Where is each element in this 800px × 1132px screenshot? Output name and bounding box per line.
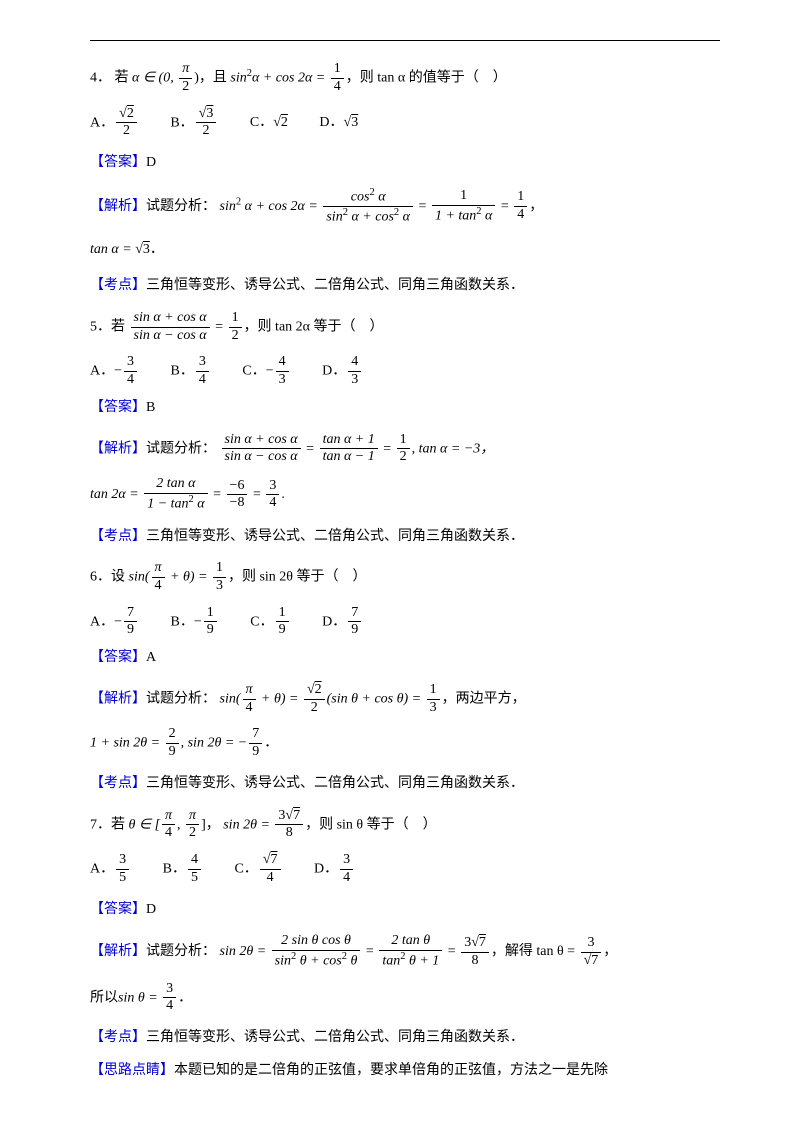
q7-analysis: 【解析】试题分析： sin 2θ = 2 sin θ cos θsin2 θ +… <box>90 933 720 970</box>
q5-answer: 【答案】B <box>90 395 720 422</box>
q6-stem: 6．设 sin(π4 + θ) = 13，则 sin 2θ 等于（ ） <box>90 560 720 595</box>
q7-opt-a: A．35 <box>90 852 131 887</box>
q6-number: 6． <box>90 570 111 585</box>
q4-topic: 【考点】三角恒等变形、诱导公式、二倍角公式、同角三角函数关系． <box>90 273 720 300</box>
q5-result: tan 2α = 2 tan α1 − tan2 α = −6−8 = 34. <box>90 476 720 513</box>
q6-opt-b: B．−19 <box>171 605 219 640</box>
q4-analysis: 【解析】试题分析： sin2 α + cos 2α = cos2 αsin2 α… <box>90 187 720 227</box>
top-rule <box>90 40 720 41</box>
q4-stem: 4． 若 α ∈ (0, π2)，且 sin2α + cos 2α = 14，则… <box>90 61 720 96</box>
q7-stem: 7．若 θ ∈ [π4, π2]， sin 2θ = 3√78，则 sin θ … <box>90 808 720 843</box>
q5-stem: 5．若 sin α + cos αsin α − cos α = 12，则 ta… <box>90 310 720 345</box>
q6-opt-c: C．19 <box>250 605 290 640</box>
q7-opt-d: D．34 <box>314 852 355 887</box>
q4-answer: 【答案】D <box>90 150 720 177</box>
q7-result: 所以sin θ = 34． <box>90 981 720 1016</box>
q5-opt-d: D．43 <box>322 354 363 389</box>
q4-result: tan α = √3． <box>90 237 720 264</box>
q5-analysis: 【解析】试题分析： sin α + cos αsin α − cos α = t… <box>90 432 720 467</box>
q5-options: A．−34 B．34 C．−43 D．43 <box>90 354 720 389</box>
q7-options: A．35 B．45 C．√74 D．34 <box>90 852 720 887</box>
q5-number: 5． <box>90 319 111 334</box>
q7-answer: 【答案】D <box>90 897 720 924</box>
q7-opt-c: C．√74 <box>234 852 282 887</box>
q7-topic: 【考点】三角恒等变形、诱导公式、二倍角公式、同角三角函数关系． <box>90 1025 720 1052</box>
q4-options: A．√22 B．√32 C．√2 D．√3 <box>90 106 720 141</box>
q4-opt-a: A．√22 <box>90 106 139 141</box>
q5-topic: 【考点】三角恒等变形、诱导公式、二倍角公式、同角三角函数关系． <box>90 524 720 551</box>
q4-opt-b: B．√32 <box>170 106 218 141</box>
q6-result: 1 + sin 2θ = 29, sin 2θ = −79． <box>90 726 720 761</box>
q5-opt-b: B．34 <box>171 354 211 389</box>
document-page: 4． 若 α ∈ (0, π2)，且 sin2α + cos 2α = 14，则… <box>0 0 800 1130</box>
q4-opt-d: D．√3 <box>319 110 358 137</box>
q7-opt-b: B．45 <box>163 852 203 887</box>
q4-number: 4． <box>90 71 111 86</box>
q6-topic: 【考点】三角恒等变形、诱导公式、二倍角公式、同角三角函数关系． <box>90 771 720 798</box>
q6-opt-d: D．79 <box>322 605 363 640</box>
q5-opt-c: C．−43 <box>242 354 290 389</box>
q6-answer: 【答案】A <box>90 645 720 672</box>
q6-opt-a: A．−79 <box>90 605 139 640</box>
q6-options: A．−79 B．−19 C．19 D．79 <box>90 605 720 640</box>
q5-opt-a: A．−34 <box>90 354 139 389</box>
q7-number: 7． <box>90 817 111 832</box>
q6-analysis: 【解析】试题分析： sin(π4 + θ) = √22(sin θ + cos … <box>90 682 720 717</box>
q4-opt-c: C．√2 <box>250 110 288 137</box>
q7-hint: 【思路点睛】本题已知的是二倍角的正弦值，要求单倍角的正弦值，方法之一是先除 <box>90 1058 720 1085</box>
